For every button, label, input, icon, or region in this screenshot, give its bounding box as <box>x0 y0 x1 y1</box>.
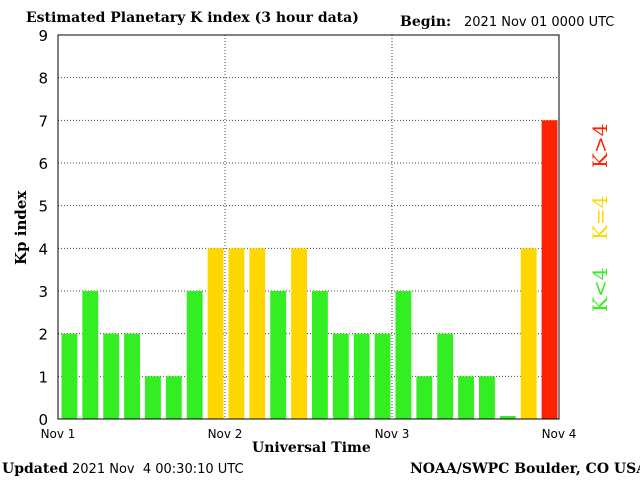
y-tick-label: 3 <box>38 283 48 301</box>
kp-bar <box>520 248 537 419</box>
kp-bar <box>291 248 307 419</box>
kp-bar <box>82 291 99 419</box>
begin-label: Begin: <box>400 14 452 30</box>
y-tick-label: 4 <box>38 240 48 258</box>
x-tick-labels: Nov 1 Nov 2 Nov 3 Nov 4 <box>41 427 577 441</box>
kp-bar <box>228 248 245 419</box>
y-tick-label: 0 <box>38 411 48 429</box>
kp-bar <box>395 291 412 419</box>
y-tick-label: 8 <box>38 70 48 88</box>
kp-bar <box>270 291 287 419</box>
kp-bar <box>103 333 120 419</box>
kp-bar <box>353 333 370 419</box>
y-tick-labels: 0 1 2 3 4 5 6 7 8 9 <box>38 27 48 429</box>
y-tick-label: 6 <box>38 155 48 173</box>
legend-high: K>4 <box>588 123 612 168</box>
y-tick-label: 9 <box>38 27 48 45</box>
kp-bar <box>499 416 516 419</box>
kp-bar <box>541 120 558 419</box>
begin-value: 2021 Nov 01 0000 UTC <box>464 15 615 30</box>
kp-bar <box>124 333 140 419</box>
y-tick-label: 1 <box>38 368 48 386</box>
updated-label: Updated <box>2 461 69 477</box>
x-axis-label: Universal Time <box>252 440 371 456</box>
kp-bar <box>165 376 182 419</box>
legend-eq: K=4 <box>588 195 612 240</box>
kp-bar <box>416 376 433 419</box>
x-tick-label: Nov 4 <box>542 427 577 441</box>
updated-value: 2021 Nov 4 00:30:10 UTC <box>72 462 244 477</box>
x-tick-label: Nov 1 <box>41 427 76 441</box>
kp-bar <box>332 333 349 419</box>
kp-bar <box>479 376 495 419</box>
grid-lines <box>58 35 559 419</box>
plot-frame <box>57 34 560 420</box>
kp-bar <box>249 248 266 419</box>
kp-bar <box>207 248 224 419</box>
chart-title: Estimated Planetary K index (3 hour data… <box>26 10 359 26</box>
y-tick-label: 2 <box>38 326 48 344</box>
kp-bar <box>61 333 78 419</box>
kp-bar <box>312 291 328 419</box>
kp-bar <box>458 376 474 419</box>
y-axis-label: Kp index <box>12 190 30 265</box>
bars <box>61 120 558 419</box>
legend-low: K<4 <box>588 267 612 312</box>
y-tick-label: 5 <box>38 198 48 216</box>
kp-bar <box>437 333 454 419</box>
credit-text: NOAA/SWPC Boulder, CO USA <box>410 461 640 477</box>
kp-bar <box>374 333 391 419</box>
x-tick-label: Nov 2 <box>208 427 243 441</box>
x-tick-label: Nov 3 <box>375 427 410 441</box>
y-tick-label: 7 <box>38 112 48 130</box>
kp-bar <box>186 291 203 419</box>
kp-bar <box>145 376 161 419</box>
